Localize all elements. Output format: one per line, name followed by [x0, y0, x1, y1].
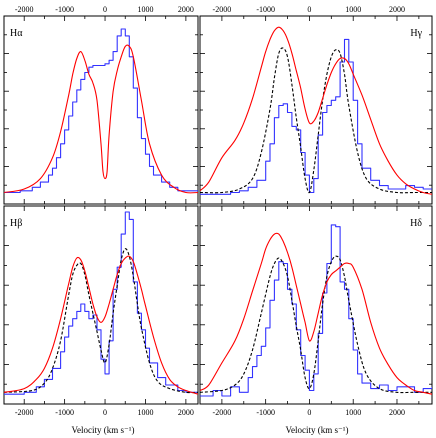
x-tick-label: 0 [103, 408, 107, 417]
x-tick-label: -1000 [256, 5, 275, 14]
panel-label: Hδ [410, 218, 422, 229]
series-line-smooth [200, 26, 432, 195]
x-tick-label: 2000 [178, 5, 194, 14]
series-line-dashed [4, 248, 198, 394]
x-tick-label: -1000 [55, 5, 74, 14]
panel-frame [3, 15, 199, 205]
series-line-smooth [200, 232, 432, 395]
series-line-step [200, 224, 432, 397]
panel-top-left: -2000 -1000 0 1000 2000 Hα [3, 5, 199, 205]
series-line-step [4, 211, 198, 395]
x-tick-label: 1000 [345, 5, 361, 14]
x-tick-label: -2000 [15, 5, 34, 14]
x-tick-label: 2000 [389, 5, 405, 14]
x-axis-title-right: Velocity (km s⁻¹) [286, 425, 349, 435]
panel-top-right: -2000 -1000 0 1000 2000 Hγ [199, 5, 433, 205]
panel-frame [3, 205, 199, 405]
x-tick-label: 1000 [345, 408, 361, 417]
x-tick-label: 2000 [178, 408, 194, 417]
x-tick-label: 1000 [137, 408, 153, 417]
x-tick-label: 0 [307, 5, 311, 14]
panel-bottom-right: -2000 -1000 0 1000 2000 Hδ [199, 205, 433, 417]
panel-label: Hβ [10, 218, 22, 229]
series-line-smooth [4, 44, 198, 194]
x-axis-title-left: Velocity (km s⁻¹) [72, 425, 135, 435]
x-tick-label: -2000 [213, 5, 232, 14]
series-line-smooth [4, 255, 198, 395]
x-tick-label: -2000 [15, 408, 34, 417]
x-tick-label: -1000 [55, 408, 74, 417]
panel-label: Hα [10, 28, 23, 39]
x-tick-label: -2000 [213, 408, 232, 417]
x-tick-label: 0 [307, 408, 311, 417]
panel-bottom-left: -2000 -1000 0 1000 2000 Hβ [3, 205, 199, 417]
x-tick-label: -1000 [256, 408, 275, 417]
series-line-dashed [200, 47, 432, 194]
x-tick-label: 0 [103, 5, 107, 14]
panel-label: Hγ [410, 28, 422, 39]
series-line-dashed [200, 255, 432, 394]
x-tick-label: 2000 [389, 408, 405, 417]
series-line-step [200, 38, 432, 195]
x-tick-label: 1000 [137, 5, 153, 14]
series-line-step [4, 28, 198, 194]
